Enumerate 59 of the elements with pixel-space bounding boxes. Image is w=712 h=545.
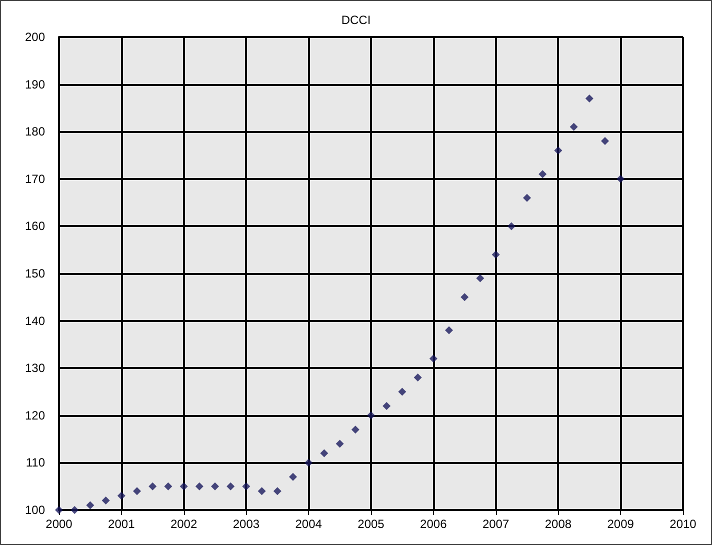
point bbox=[86, 501, 94, 510]
point bbox=[258, 487, 266, 496]
y-tick-label: 190 bbox=[24, 77, 46, 92]
point bbox=[102, 496, 110, 505]
point bbox=[70, 506, 79, 514]
y-tick-label: 120 bbox=[24, 408, 46, 422]
point bbox=[398, 388, 406, 396]
y-tick-label: 160 bbox=[24, 219, 46, 234]
point bbox=[414, 374, 422, 382]
point bbox=[554, 146, 562, 155]
point bbox=[336, 440, 344, 448]
point bbox=[242, 482, 250, 490]
point bbox=[523, 194, 531, 202]
x-tick-label: 2003 bbox=[232, 517, 260, 531]
x-tick-label: 2008 bbox=[544, 517, 572, 531]
y-tick-label: 110 bbox=[26, 456, 46, 470]
y-tick-label: 200 bbox=[24, 30, 46, 44]
x-tick-label: 2006 bbox=[420, 517, 448, 531]
point bbox=[180, 482, 188, 490]
point bbox=[304, 458, 313, 467]
point bbox=[445, 326, 453, 334]
point bbox=[429, 354, 438, 363]
point bbox=[538, 170, 547, 178]
x-tick-label: 2005 bbox=[358, 517, 385, 531]
x-tick-label: 2002 bbox=[170, 517, 198, 531]
point bbox=[476, 274, 484, 282]
point bbox=[164, 482, 172, 490]
point bbox=[382, 402, 391, 410]
x-tick-label: 2010 bbox=[670, 517, 697, 531]
point bbox=[226, 482, 235, 490]
point bbox=[492, 250, 500, 259]
x-tick-label: 2004 bbox=[295, 517, 322, 531]
y-tick-label: 180 bbox=[24, 124, 46, 139]
y-tick-label: 100 bbox=[24, 503, 46, 517]
point bbox=[616, 174, 625, 183]
point bbox=[570, 122, 578, 131]
point bbox=[289, 472, 297, 481]
y-tick-label: 170 bbox=[24, 172, 46, 186]
x-tick-label: 2001 bbox=[108, 517, 136, 531]
point bbox=[601, 137, 609, 146]
y-tick-label: 150 bbox=[24, 266, 46, 280]
x-tick-label: 2000 bbox=[46, 517, 73, 531]
x-tick-label: 2007 bbox=[482, 517, 510, 531]
point bbox=[195, 482, 204, 490]
point bbox=[585, 94, 594, 102]
point bbox=[273, 487, 282, 496]
point bbox=[460, 293, 469, 302]
x-tick-label: 2009 bbox=[607, 517, 634, 531]
point bbox=[507, 222, 516, 230]
y-tick-label: 140 bbox=[24, 314, 46, 328]
y-tick-label: 130 bbox=[24, 361, 46, 376]
point bbox=[133, 487, 141, 496]
point bbox=[320, 449, 328, 458]
point bbox=[148, 482, 157, 490]
point bbox=[367, 411, 375, 420]
point bbox=[351, 426, 360, 434]
chart-title: DCCI bbox=[341, 13, 371, 27]
point bbox=[211, 482, 219, 490]
point bbox=[117, 492, 126, 500]
